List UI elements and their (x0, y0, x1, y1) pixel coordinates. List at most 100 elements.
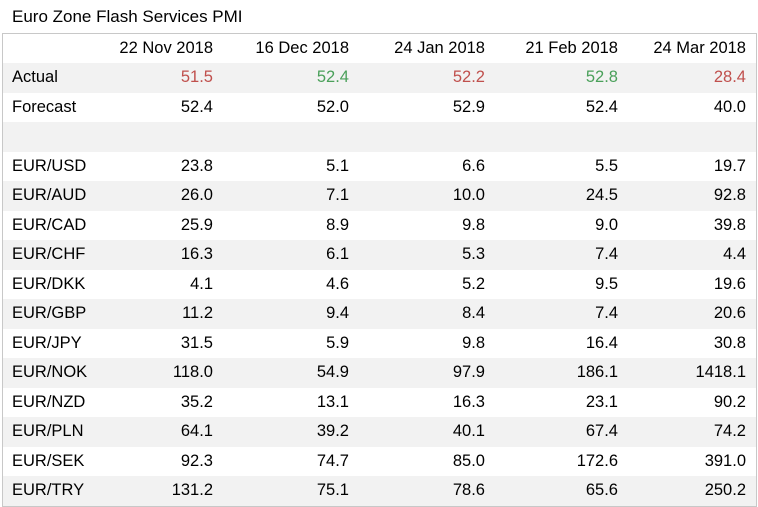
value-cell: 54.9 (316, 363, 349, 382)
row-label: EUR/CAD (12, 215, 87, 234)
value-cell: 35.2 (180, 392, 213, 411)
value-cell: 4.1 (190, 274, 213, 293)
value-cell: 5.9 (326, 333, 349, 352)
value-cell: 6.6 (462, 156, 485, 175)
value-cell: 13.1 (316, 392, 349, 411)
value-cell: 25.9 (180, 215, 213, 234)
table-row: EUR/CHF 16.3 6.1 5.3 7.4 4.4 (3, 240, 756, 270)
table-row: EUR/USD 23.8 5.1 6.6 5.5 19.7 (3, 152, 756, 182)
row-label: EUR/NZD (12, 392, 86, 411)
header-row: 22 Nov 2018 16 Dec 2018 24 Jan 2018 21 F… (3, 34, 756, 63)
table-row: EUR/JPY 31.5 5.9 9.8 16.4 30.8 (3, 329, 756, 359)
actual-value: 28.4 (713, 68, 746, 87)
value-cell: 5.2 (462, 274, 485, 293)
row-label: Actual (12, 68, 58, 87)
value-cell: 16.4 (585, 333, 618, 352)
value-cell: 7.1 (326, 186, 349, 205)
value-cell: 1418.1 (695, 363, 746, 382)
value-cell: 250.2 (704, 481, 746, 500)
value-cell: 64.1 (180, 422, 213, 441)
spacer-row (3, 122, 756, 152)
forecast-value: 52.4 (180, 97, 213, 116)
row-label: EUR/TRY (12, 481, 85, 500)
forecast-row: Forecast 52.4 52.0 52.9 52.4 40.0 (3, 93, 756, 123)
value-cell: 5.5 (595, 156, 618, 175)
row-label: EUR/GBP (12, 304, 87, 323)
value-cell: 92.3 (180, 451, 213, 470)
row-label: EUR/PLN (12, 422, 84, 441)
value-cell: 5.3 (462, 245, 485, 264)
value-cell: 65.6 (585, 481, 618, 500)
row-label: EUR/DKK (12, 274, 86, 293)
value-cell: 9.5 (595, 274, 618, 293)
value-cell: 391.0 (704, 451, 746, 470)
value-cell: 67.4 (585, 422, 618, 441)
header-cell: 22 Nov 2018 (119, 39, 213, 57)
row-label: EUR/SEK (12, 451, 85, 470)
table-row: EUR/NZD 35.2 13.1 16.3 23.1 90.2 (3, 388, 756, 418)
table-row: EUR/DKK 4.1 4.6 5.2 9.5 19.6 (3, 270, 756, 300)
table-row: EUR/TRY 131.2 75.1 78.6 65.6 250.2 (3, 476, 756, 506)
table-row: EUR/GBP 11.2 9.4 8.4 7.4 20.6 (3, 299, 756, 329)
value-cell: 30.8 (713, 333, 746, 352)
header-cell: 24 Mar 2018 (653, 39, 746, 57)
value-cell: 26.0 (180, 186, 213, 205)
value-cell: 9.0 (595, 215, 618, 234)
value-cell: 6.1 (326, 245, 349, 264)
value-cell: 9.4 (326, 304, 349, 323)
value-cell: 8.9 (326, 215, 349, 234)
value-cell: 9.8 (462, 333, 485, 352)
forecast-value: 52.4 (585, 97, 618, 116)
row-label: EUR/JPY (12, 333, 82, 352)
value-cell: 16.3 (180, 245, 213, 264)
value-cell: 118.0 (172, 363, 213, 382)
value-cell: 16.3 (452, 392, 485, 411)
table-row: EUR/CAD 25.9 8.9 9.8 9.0 39.8 (3, 211, 756, 241)
actual-value: 52.4 (316, 68, 349, 87)
data-table: 22 Nov 2018 16 Dec 2018 24 Jan 2018 21 F… (2, 33, 757, 507)
forecast-value: 52.9 (452, 97, 485, 116)
value-cell: 74.2 (713, 422, 746, 441)
value-cell: 92.8 (713, 186, 746, 205)
value-cell: 23.1 (585, 392, 618, 411)
value-cell: 24.5 (585, 186, 618, 205)
value-cell: 4.6 (326, 274, 349, 293)
value-cell: 19.7 (713, 156, 746, 175)
actual-value: 51.5 (180, 68, 213, 87)
header-cell: 16 Dec 2018 (255, 39, 349, 57)
table-title: Euro Zone Flash Services PMI (12, 7, 243, 26)
value-cell: 39.8 (713, 215, 746, 234)
value-cell: 23.8 (180, 156, 213, 175)
header-cell: 24 Jan 2018 (394, 39, 485, 57)
value-cell: 19.6 (713, 274, 746, 293)
value-cell: 11.2 (182, 304, 213, 323)
value-cell: 7.4 (595, 245, 618, 264)
value-cell: 10.0 (452, 186, 485, 205)
row-label: EUR/AUD (12, 186, 87, 205)
header-cell: 21 Feb 2018 (525, 39, 618, 57)
value-cell: 9.8 (462, 215, 485, 234)
forecast-value: 40.0 (713, 97, 746, 116)
value-cell: 5.1 (326, 156, 349, 175)
row-label: Forecast (12, 97, 77, 116)
row-label: EUR/NOK (12, 363, 88, 382)
value-cell: 131.2 (171, 481, 213, 500)
table-row: EUR/AUD 26.0 7.1 10.0 24.5 92.8 (3, 181, 756, 211)
value-cell: 78.6 (452, 481, 485, 500)
value-cell: 75.1 (316, 481, 349, 500)
value-cell: 186.1 (576, 363, 618, 382)
value-cell: 74.7 (316, 451, 349, 470)
value-cell: 90.2 (713, 392, 746, 411)
value-cell: 39.2 (316, 422, 349, 441)
table-row: EUR/SEK 92.3 74.7 85.0 172.6 391.0 (3, 447, 756, 477)
table-row: EUR/PLN 64.1 39.2 40.1 67.4 74.2 (3, 417, 756, 447)
value-cell: 172.6 (576, 451, 618, 470)
table-row: EUR/NOK 118.0 54.9 97.9 186.1 1418.1 (3, 358, 756, 388)
value-cell: 97.9 (452, 363, 485, 382)
value-cell: 40.1 (452, 422, 485, 441)
forecast-value: 52.0 (316, 97, 349, 116)
actual-value: 52.8 (585, 68, 618, 87)
actual-value: 52.2 (452, 68, 485, 87)
row-label: EUR/USD (12, 156, 87, 175)
value-cell: 4.4 (723, 245, 746, 264)
